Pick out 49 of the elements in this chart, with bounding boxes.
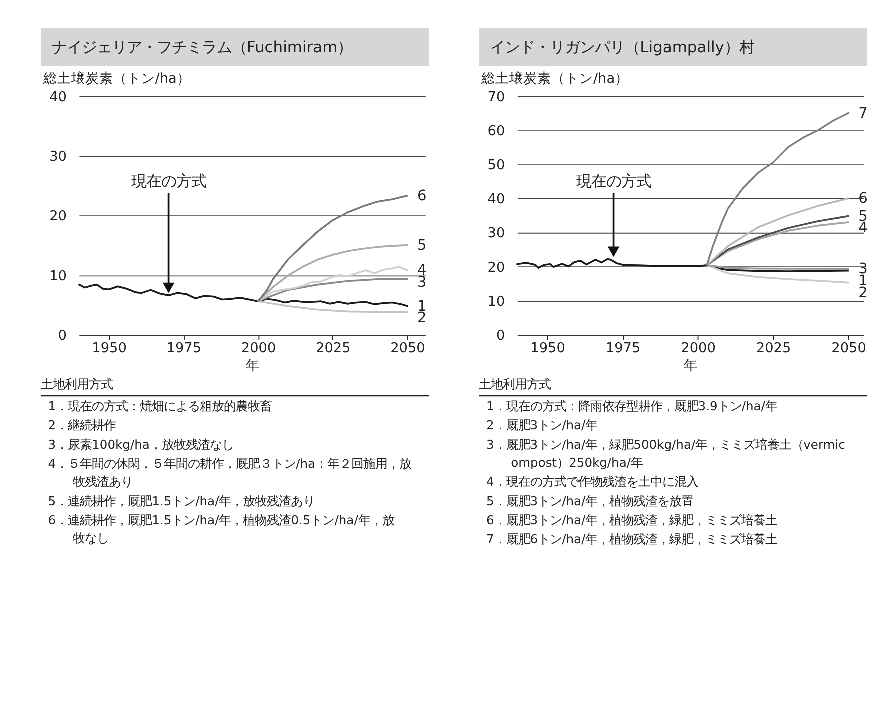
y-tick-label: 0 — [496, 328, 506, 344]
x-tick-label: 2000 — [681, 340, 716, 357]
text: 7．厩肥6トン/ha/年，植物残渣，緑肥，ミミズ培養土 — [486, 532, 778, 547]
text: 1．現在の方式：降雨依存型耕作，厩肥3.9トン/ha/年 — [486, 400, 778, 414]
y-tick-label: 20 — [488, 260, 506, 276]
series-label: 5 — [418, 237, 427, 254]
text: 土地利用方式 — [479, 378, 552, 392]
series-label: 7 — [858, 104, 868, 122]
x-axis-title: 年 — [684, 358, 698, 374]
y-axis-title: 総土壌炭素（トン/ha） — [42, 71, 191, 88]
chart-title: ナイジェリア・フチミラム（Fuchimiram） — [52, 38, 353, 57]
y-axis-title: 総土壌炭素（トン/ha） — [480, 71, 630, 88]
text: 4．現在の方式で作物残渣を土中に混入 — [486, 475, 698, 490]
x-axis-title: 年 — [246, 358, 260, 374]
x-tick-label: 1975 — [166, 340, 202, 357]
text: 6．連続耕作，厩肥1.5トン/ha/年，植物残渣0.5トン/ha/年，放牧なし — [48, 513, 394, 546]
text: 5．連続耕作，厩肥1.5トン/ha/年，放牧残渣あり — [48, 494, 316, 508]
text: 2．厩肥3トン/ha/年 — [486, 418, 598, 433]
x-tick-label: 1975 — [606, 340, 641, 357]
y-tick-label: 60 — [488, 123, 506, 140]
text: 3．厩肥3トン/ha/年，緑肥500kg/ha/年，ミミズ培養土（vermicompost）250kg/ha/年 — [486, 438, 846, 470]
annotation: 現在の方式 — [131, 172, 206, 191]
y-tick-label: 30 — [50, 148, 67, 165]
chart-title: インド・リガンパリ（Ligampally）村 — [490, 38, 754, 57]
text: 土地利用方式 — [40, 378, 113, 392]
x-tick-label: 2000 — [241, 340, 276, 357]
text: 5．厩肥3トン/ha/年，植物残渣を放置 — [486, 494, 694, 508]
y-tick-label: 20 — [50, 208, 67, 225]
y-tick-label: 10 — [488, 294, 506, 310]
text: 6．厩肥3トン/ha/年，植物残渣，緑肥，ミミズ培養土 — [486, 513, 778, 528]
y-tick-label: 10 — [50, 268, 67, 284]
series-label: 6 — [418, 187, 427, 204]
text: 4．５年間の休閑，５年間の耕作，厩肥３トン/ha：年２回施用，放牧残渣あり — [48, 456, 412, 490]
y-tick-label: 50 — [488, 157, 506, 174]
x-tick-label: 2050 — [832, 340, 866, 357]
y-tick-label: 0 — [58, 328, 67, 344]
text: 2．継続耕作 — [48, 418, 116, 433]
x-tick-label: 2025 — [316, 340, 351, 357]
y-tick-label: 40 — [50, 89, 67, 106]
x-tick-label: 2025 — [756, 340, 792, 357]
text: 1．現在の方式：焼畑による粗放的農牧畜 — [48, 400, 272, 414]
text: 3．尿素100kg/ha，放牧残渣なし — [48, 438, 234, 452]
x-tick-label: 2050 — [390, 340, 426, 357]
y-tick-label: 30 — [488, 226, 506, 242]
x-tick-label: 1950 — [530, 340, 566, 357]
y-tick-label: 40 — [488, 192, 506, 208]
x-tick-label: 1950 — [92, 340, 127, 357]
annotation: 現在の方式 — [576, 172, 652, 191]
y-tick-label: 70 — [488, 89, 506, 106]
